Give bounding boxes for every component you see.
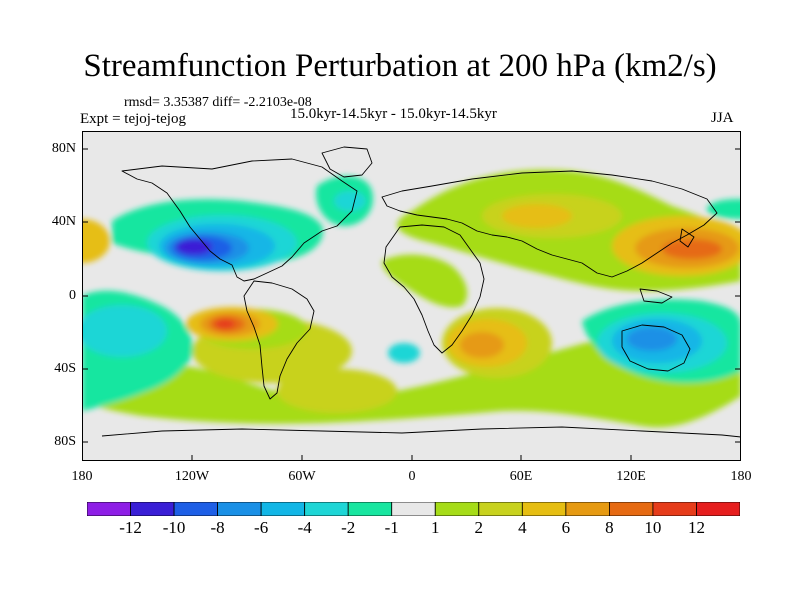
map-frame xyxy=(82,131,741,461)
lat-label-80n: 80N xyxy=(51,141,76,156)
contour-fills xyxy=(82,169,741,428)
colorbar-swatch xyxy=(521,502,567,516)
colorbar-swatch xyxy=(434,502,480,516)
lon-label-0: 0 xyxy=(408,469,416,484)
colorbar-label: -8 xyxy=(210,518,225,537)
colorbar-label: 10 xyxy=(644,518,662,537)
colorbar-swatch xyxy=(260,502,306,516)
rmsd-diff-stats: rmsd= 3.35387 diff= -2.2103e-08 xyxy=(124,95,312,110)
colorbar-swatch xyxy=(304,502,349,516)
colorbar-swatch xyxy=(391,502,436,516)
lon-label-60w: 60W xyxy=(288,469,316,484)
colorbar-label: 12 xyxy=(687,518,705,537)
colorbar-label: 2 xyxy=(474,518,484,537)
lon-label-180e: 180 xyxy=(730,469,752,484)
lon-label-120e: 120E xyxy=(616,469,646,484)
colorbar-label: -4 xyxy=(297,518,312,537)
colorbar-label: 4 xyxy=(518,518,527,537)
colorbar-label: -12 xyxy=(119,518,142,537)
colorbar-swatch xyxy=(347,502,393,516)
colorbar-swatch xyxy=(130,502,175,516)
colorbar-swatch xyxy=(173,502,218,516)
lat-label-80s: 80S xyxy=(54,434,76,449)
colorbar-swatch xyxy=(652,502,697,516)
colorbar-swatch xyxy=(565,502,610,516)
colorbar-label: 8 xyxy=(605,518,614,537)
streamfunction-map xyxy=(82,131,741,461)
colorbar-swatch xyxy=(217,502,262,516)
time-period-label: 15.0kyr-14.5kyr - 15.0kyr-14.5kyr xyxy=(290,106,497,122)
colorbar-label: -1 xyxy=(384,518,399,537)
season-label: JJA xyxy=(711,110,734,126)
colorbar-swatch xyxy=(696,502,740,516)
colorbar-swatch xyxy=(87,502,131,516)
colorbar-swatch xyxy=(478,502,523,516)
colorbar-label: -2 xyxy=(341,518,356,537)
coastlines xyxy=(101,146,741,438)
lon-label-180w: 180 xyxy=(71,469,93,484)
colorbar-label: -6 xyxy=(254,518,269,537)
colorbar-label: -10 xyxy=(162,518,186,537)
lon-label-60e: 60E xyxy=(509,469,533,484)
lat-label-40s: 40S xyxy=(54,361,76,376)
colorbar xyxy=(87,502,740,516)
plot-title: Streamfunction Perturbation at 200 hPa (… xyxy=(83,48,717,84)
lat-label-0: 0 xyxy=(69,288,76,303)
colorbar-label: 1 xyxy=(431,518,440,537)
lat-label-40n: 40N xyxy=(51,214,76,229)
colorbar-swatch xyxy=(609,502,654,516)
colorbar-label: 6 xyxy=(561,518,571,537)
experiment-label: Expt = tejoj-tejog xyxy=(80,111,186,127)
lon-label-120w: 120W xyxy=(174,469,210,484)
